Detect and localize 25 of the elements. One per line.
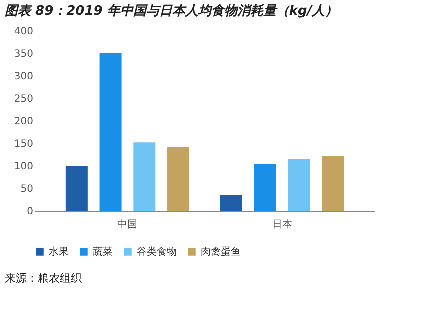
legend-label: 蔬菜: [93, 246, 113, 258]
x-tick-label: 日本: [272, 218, 292, 230]
y-tick-label: 100: [14, 162, 34, 172]
bar: [322, 156, 344, 211]
bar: [134, 142, 156, 211]
y-tick-label: 50: [20, 184, 34, 195]
x-tick-label: 中国: [118, 218, 138, 230]
y-tick-label: 150: [14, 139, 34, 150]
legend-label: 水果: [49, 246, 69, 258]
bar: [254, 164, 276, 211]
y-tick-label: 250: [14, 94, 34, 105]
bar: [100, 54, 122, 211]
legend-label: 肉禽蛋鱼: [201, 246, 241, 258]
chart-title: 图表 89：2019 年中国与日本人均食物消耗量（kg/人）: [5, 3, 338, 19]
legend-label: 谷类食物: [137, 246, 177, 258]
bar: [66, 166, 88, 211]
y-tick-label: 200: [14, 116, 34, 128]
y-tick-label: 400: [14, 26, 34, 38]
bar: [168, 148, 190, 211]
y-tick-label: 0: [27, 206, 34, 218]
bar: [288, 159, 310, 211]
source-note: 来源：粮农组织: [5, 272, 82, 285]
y-tick-label: 350: [14, 49, 34, 60]
bar: [220, 195, 242, 211]
y-tick-label: 300: [14, 72, 34, 82]
